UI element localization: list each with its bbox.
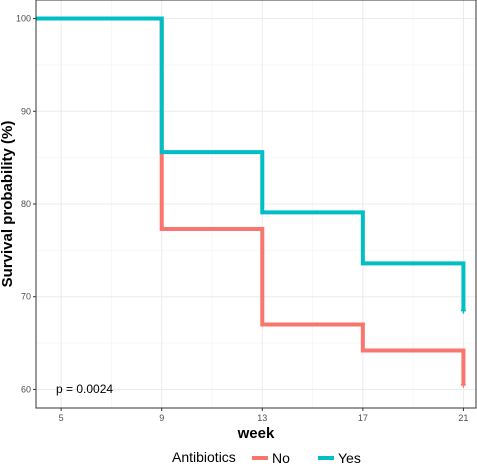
x-tick-label: 13 bbox=[257, 413, 267, 423]
legend-label-no: No bbox=[272, 450, 290, 466]
x-tick-label: 9 bbox=[159, 413, 164, 423]
legend-item-yes: Yes bbox=[318, 450, 361, 466]
x-tick-label: 5 bbox=[59, 413, 64, 423]
legend-item-no: No bbox=[252, 450, 290, 466]
censor-mark-no bbox=[460, 381, 466, 388]
y-tick-label: 60 bbox=[21, 384, 31, 394]
legend-label-yes: Yes bbox=[338, 450, 361, 466]
y-tick-label: 90 bbox=[21, 106, 31, 116]
y-tick-label: 100 bbox=[16, 14, 31, 24]
x-tick-label: 17 bbox=[358, 413, 368, 423]
x-axis-ticks: 5 9 13 17 21 bbox=[59, 408, 468, 423]
legend: Antibiotics No Yes bbox=[172, 449, 361, 466]
legend-title: Antibiotics bbox=[172, 449, 236, 465]
x-axis-label: week bbox=[237, 425, 275, 442]
series-line-yes bbox=[36, 16, 466, 311]
censor-mark-yes bbox=[460, 307, 466, 314]
y-axis-label: Survival probability (%) bbox=[0, 121, 16, 288]
y-tick-label: 80 bbox=[21, 199, 31, 209]
y-tick-label: 70 bbox=[21, 292, 31, 302]
p-value-annotation: p = 0.0024 bbox=[56, 382, 113, 396]
y-axis-ticks: 60 70 80 90 100 bbox=[16, 14, 36, 394]
x-tick-label: 21 bbox=[458, 413, 468, 423]
series-layer bbox=[36, 16, 466, 388]
